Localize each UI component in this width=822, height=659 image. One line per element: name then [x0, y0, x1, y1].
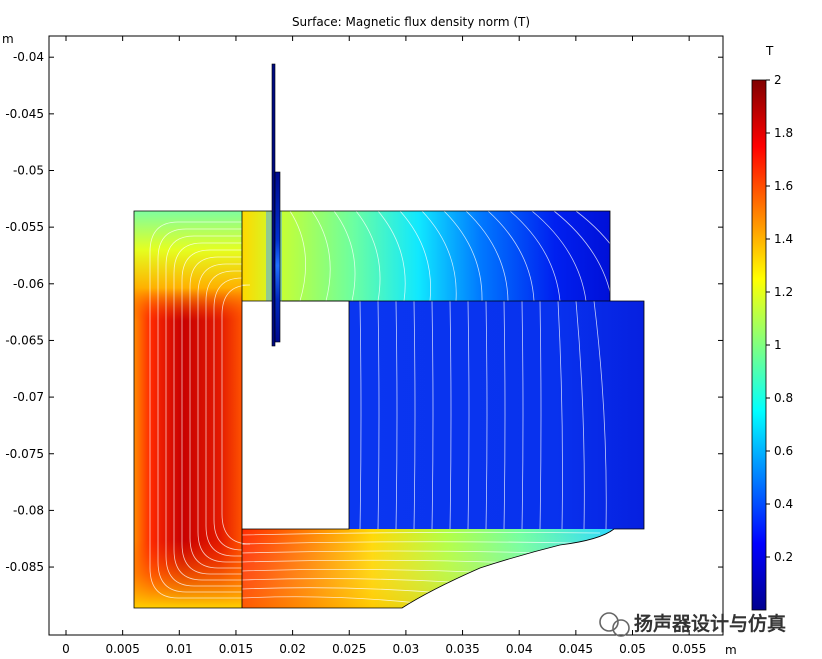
- x-tick-label: 0.015: [219, 642, 253, 656]
- x-tick-label: 0.01: [166, 642, 193, 656]
- x-tick-label: 0.005: [105, 642, 139, 656]
- y-tick-label: -0.085: [5, 560, 44, 574]
- y-tick-label: -0.06: [13, 277, 44, 291]
- field-line: [241, 541, 575, 545]
- field-line: [421, 210, 457, 302]
- colorbar: [751, 79, 767, 611]
- field-line: [181, 249, 242, 575]
- colorbar-tick-label: 0.4: [774, 497, 793, 511]
- field-line: [173, 242, 242, 581]
- x-tick-label: 0.04: [506, 642, 533, 656]
- colorbar-tick-label: 1: [774, 338, 782, 352]
- field-line: [355, 210, 381, 302]
- field-line: [241, 531, 601, 536]
- region-outlines: [133, 210, 645, 609]
- field-line: [359, 300, 362, 530]
- colorbar-tick-label: 1.8: [774, 126, 793, 140]
- x-axis: 0 0.005 0.01 0.015 0.02 0.025 0.03 0.035 0.04 0.0…: [62, 36, 706, 656]
- field-line: [149, 221, 242, 599]
- field-line: [575, 210, 639, 302]
- field-line: [241, 578, 471, 584]
- field-line: [413, 300, 416, 530]
- field-line: [189, 256, 242, 569]
- field-line: [575, 300, 585, 530]
- field-line: [503, 300, 506, 530]
- field-line: [531, 210, 587, 302]
- magnet-region: [349, 301, 644, 529]
- x-tick-label: 0.03: [393, 642, 420, 656]
- colorbar-tick-label: 0.6: [774, 444, 793, 458]
- field-line: [377, 300, 380, 530]
- y-tick-label: -0.08: [13, 503, 44, 517]
- y-tick-label: -0.05: [13, 164, 44, 178]
- field-line: [449, 300, 452, 530]
- field-line: [377, 210, 406, 302]
- field-line: [467, 300, 470, 530]
- field-line: [443, 210, 483, 302]
- field-line: [165, 235, 242, 587]
- voice-coil: [271, 63, 281, 347]
- x-tick-label: 0.045: [559, 642, 593, 656]
- field-line: [205, 270, 242, 557]
- colorbar-tick-label: 1.6: [774, 179, 793, 193]
- x-tick-label: 0.05: [619, 642, 646, 656]
- colorbar-unit-label: T: [765, 44, 774, 58]
- y-tick-label: -0.065: [5, 333, 44, 347]
- y-tick-label: -0.075: [5, 447, 44, 461]
- field-line: [509, 210, 561, 302]
- field-line: [593, 300, 607, 530]
- field-line: [311, 210, 331, 302]
- field-line: [465, 210, 509, 302]
- colorbar-tick-label: 0.8: [774, 391, 793, 405]
- colorbar-tick-label: 2: [774, 73, 782, 87]
- y-axis-unit-label: m: [2, 32, 14, 46]
- field-line: [539, 300, 542, 530]
- field-line: [557, 300, 563, 530]
- y-tick-label: -0.045: [5, 107, 44, 121]
- y-axis: -0.04 -0.045 -0.05 -0.055 -0.06 -0.065 -0.07 -0…: [5, 50, 723, 574]
- colorbar-tick-label: 0.2: [774, 550, 793, 564]
- y-tick-label: -0.07: [13, 390, 44, 404]
- x-tick-label: 0.025: [332, 642, 366, 656]
- colorbar-ticks: 2 1.8 1.6 1.4 1.2 1 0.8 0.6 0.4 0.2: [766, 73, 793, 564]
- field-lines: [149, 210, 639, 604]
- chart-title: Surface: Magnetic flux density norm (T): [292, 15, 530, 29]
- wechat-logo-icon: [599, 612, 630, 637]
- colorbar-tick-label: 1.2: [774, 285, 793, 299]
- field-line: [157, 228, 242, 593]
- field-line: [521, 300, 524, 530]
- y-tick-label: -0.055: [5, 220, 44, 234]
- field-line: [395, 300, 398, 530]
- field-line: [241, 559, 523, 564]
- field-line: [241, 569, 497, 574]
- x-tick-label: 0.035: [445, 642, 479, 656]
- colorbar-tick-label: 1.4: [774, 232, 793, 246]
- watermark-text: 扬声器设计与仿真: [634, 612, 786, 635]
- field-line: [333, 210, 356, 302]
- x-tick-label: 0: [62, 642, 70, 656]
- field-line: [399, 210, 431, 302]
- field-line: [553, 210, 613, 302]
- x-axis-unit-label: m: [725, 643, 737, 657]
- x-tick-label: 0.055: [672, 642, 706, 656]
- watermark: 扬声器设计与仿真: [599, 612, 786, 637]
- field-line: [197, 263, 242, 563]
- air-gap: [242, 301, 349, 529]
- y-tick-label: -0.04: [13, 50, 44, 64]
- field-line: [241, 596, 419, 604]
- field-line: [289, 210, 306, 302]
- field-line: [221, 284, 251, 545]
- field-line: [487, 210, 535, 302]
- x-tick-label: 0.02: [279, 642, 306, 656]
- field-line: [431, 300, 434, 530]
- field-line: [213, 277, 243, 551]
- field-line: [241, 587, 445, 594]
- field-line: [241, 550, 549, 554]
- field-line: [485, 300, 488, 530]
